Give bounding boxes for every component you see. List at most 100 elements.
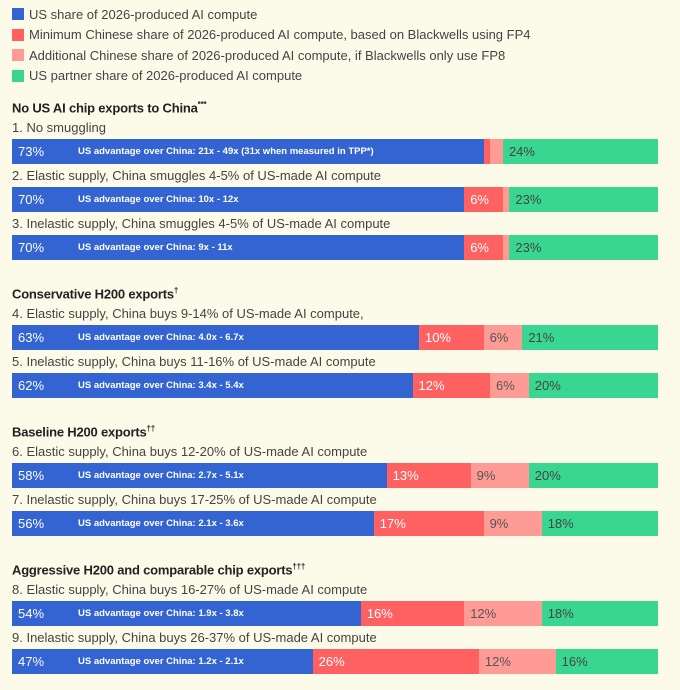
segment-value-label: 73% [18, 144, 45, 159]
scenario-section: Baseline H200 exports†† 6. Elastic supply… [12, 418, 658, 536]
bar-segment-cn_min: 6% [464, 187, 503, 212]
bar-segment-cn_min: 17% [373, 511, 484, 536]
us-advantage-label: US advantage over China: 1.9x - 3.8x [78, 608, 244, 619]
segment-value-label: 18% [547, 516, 574, 531]
bar-segment-us: 58% [12, 463, 387, 488]
segment-value-label: 63% [18, 330, 45, 345]
section-title: No US AI chip exports to China*** [12, 94, 658, 116]
legend-label: Additional Chinese share of 2026-produce… [29, 47, 506, 63]
bar-segment-cn_add: 12% [478, 649, 556, 674]
section-title: Aggressive H200 and comparable chip expo… [12, 556, 658, 578]
bar-segment-cn_add: 9% [483, 511, 542, 536]
section-footnote-mark: † [173, 286, 179, 295]
bar-segment-cn_min: 13% [386, 463, 471, 488]
scenario-label: 5. Inelastic supply, China buys 11-16% o… [12, 354, 376, 369]
scenario-label: 2. Elastic supply, China smuggles 4-5% o… [12, 168, 381, 183]
bar-segment-cn_min: 12% [412, 373, 491, 398]
segment-value-label: 20% [534, 468, 561, 483]
us-advantage-label: US advantage over China: 4.0x - 6.7x [78, 332, 244, 343]
scenario-label: 8. Elastic supply, China buys 16-27% of … [12, 582, 368, 597]
scenario-label: 6. Elastic supply, China buys 12-20% of … [12, 444, 368, 459]
section-title-text: Aggressive H200 and comparable chip expo… [12, 562, 293, 578]
bar-segment-partner: 18% [541, 511, 658, 536]
us-advantage-label: US advantage over China: 9x - 11x [78, 242, 233, 253]
segment-value-label: 16% [561, 654, 588, 669]
us-advantage-label: US advantage over China: 10x - 12x [78, 194, 239, 205]
segment-value-label: 47% [18, 654, 45, 669]
segment-value-label: 26% [318, 654, 345, 669]
bar-segment-us: 47% [12, 649, 313, 674]
bar-segment-us: 70% [12, 235, 465, 260]
segment-value-label: 18% [547, 606, 574, 621]
legend-swatch-cn_add [12, 49, 24, 62]
section-footnote-mark: *** [197, 100, 207, 109]
segment-value-label: 16% [366, 606, 393, 621]
segment-value-label: 23% [515, 192, 542, 207]
scenario-label: 4. Elastic supply, China buys 9-14% of U… [12, 306, 364, 321]
segment-value-label: 54% [18, 606, 45, 621]
section-title-text: No US AI chip exports to China [12, 100, 198, 116]
bar-segment-cn_add: 6% [483, 325, 523, 350]
segment-value-label: 12% [484, 654, 511, 669]
section-title: Conservative H200 exports† [12, 280, 658, 302]
segment-value-label: 6% [489, 330, 509, 345]
bar-segment-partner: 21% [522, 325, 658, 350]
bar-segment-cn_add: 6% [490, 373, 529, 398]
segment-value-label: 6% [470, 240, 489, 255]
us-advantage-label: US advantage over China: 2.1x - 3.6x [78, 518, 244, 529]
bar-segment-partner: 18% [541, 601, 658, 626]
bar-segment-partner: 20% [528, 373, 658, 398]
us-advantage-label: US advantage over China: 2.7x - 5.1x [78, 470, 244, 481]
bar-segment-cn_add [502, 187, 510, 212]
section-footnote-mark: ††† [292, 562, 306, 571]
bar-segment-us: 56% [12, 511, 374, 536]
legend-item-cn_add: Additional Chinese share of 2026-produce… [12, 45, 531, 66]
segment-value-label: 12% [470, 606, 497, 621]
us-advantage-label: US advantage over China: 1.2x - 2.1x [78, 656, 244, 667]
segment-value-label: 56% [18, 516, 45, 531]
stacked-bar: 73% 24% US advantage over China: 21x - 49x… [12, 139, 658, 164]
section-title: Baseline H200 exports†† [12, 418, 658, 440]
segment-value-label: 21% [528, 330, 555, 345]
scenario-label: 9. Inelastic supply, China buys 26-37% o… [12, 630, 377, 645]
segment-value-label: 10% [424, 330, 451, 345]
bar-segment-us: 63% [12, 325, 419, 350]
legend-swatch-partner [12, 69, 24, 82]
stacked-bar: 47% 26% 12% 16% US advantage over China: 1.2… [12, 649, 658, 674]
bar-segment-cn_min: 10% [418, 325, 484, 350]
segment-value-label: 6% [470, 192, 489, 207]
bar-segment-partner: 23% [509, 235, 658, 260]
segment-value-label: 58% [18, 468, 45, 483]
bar-segment-us: 54% [12, 601, 361, 626]
scenario-section: Aggressive H200 and comparable chip expo… [12, 556, 658, 674]
stacked-bar: 70% 6% 23% US advantage over China: 9x - 11… [12, 235, 658, 260]
bar-segment-cn_min: 16% [360, 601, 465, 626]
stacked-bar: 63% 10% 6% 21% US advantage over China: 4.0x… [12, 325, 658, 350]
stacked-bar-chart: No US AI chip exports to China*** 1. No s… [12, 94, 658, 674]
bar-segment-cn_add [502, 235, 510, 260]
legend-label: US partner share of 2026-produced AI com… [29, 68, 303, 84]
bar-segment-cn_add: 12% [464, 601, 542, 626]
legend-swatch-cn_min [12, 28, 24, 41]
bar-segment-partner: 16% [555, 649, 658, 674]
legend-item-partner: US partner share of 2026-produced AI com… [12, 66, 531, 87]
segment-value-label: 24% [508, 144, 535, 159]
bar-segment-us: 70% [12, 187, 465, 212]
bar-segment-cn_add [490, 139, 503, 164]
segment-value-label: 9% [489, 516, 509, 531]
section-title-text: Baseline H200 exports [12, 424, 147, 440]
segment-value-label: 70% [18, 192, 45, 207]
segment-value-label: 13% [392, 468, 419, 483]
legend: US share of 2026-produced AI compute Mini… [12, 4, 531, 86]
segment-value-label: 12% [418, 378, 445, 393]
bar-segment-partner: 20% [528, 463, 658, 488]
bar-segment-cn_add: 9% [470, 463, 529, 488]
stacked-bar: 58% 13% 9% 20% US advantage over China: 2.7x… [12, 463, 658, 488]
us-advantage-label: US advantage over China: 3.4x - 5.4x [78, 380, 244, 391]
scenario-label: 7. Inelastic supply, China buys 17-25% o… [12, 492, 377, 507]
section-footnote-mark: †† [146, 424, 156, 433]
segment-value-label: 23% [515, 240, 542, 255]
bar-segment-partner: 23% [509, 187, 658, 212]
segment-value-label: 6% [496, 378, 515, 393]
bar-segment-cn_min: 6% [464, 235, 503, 260]
